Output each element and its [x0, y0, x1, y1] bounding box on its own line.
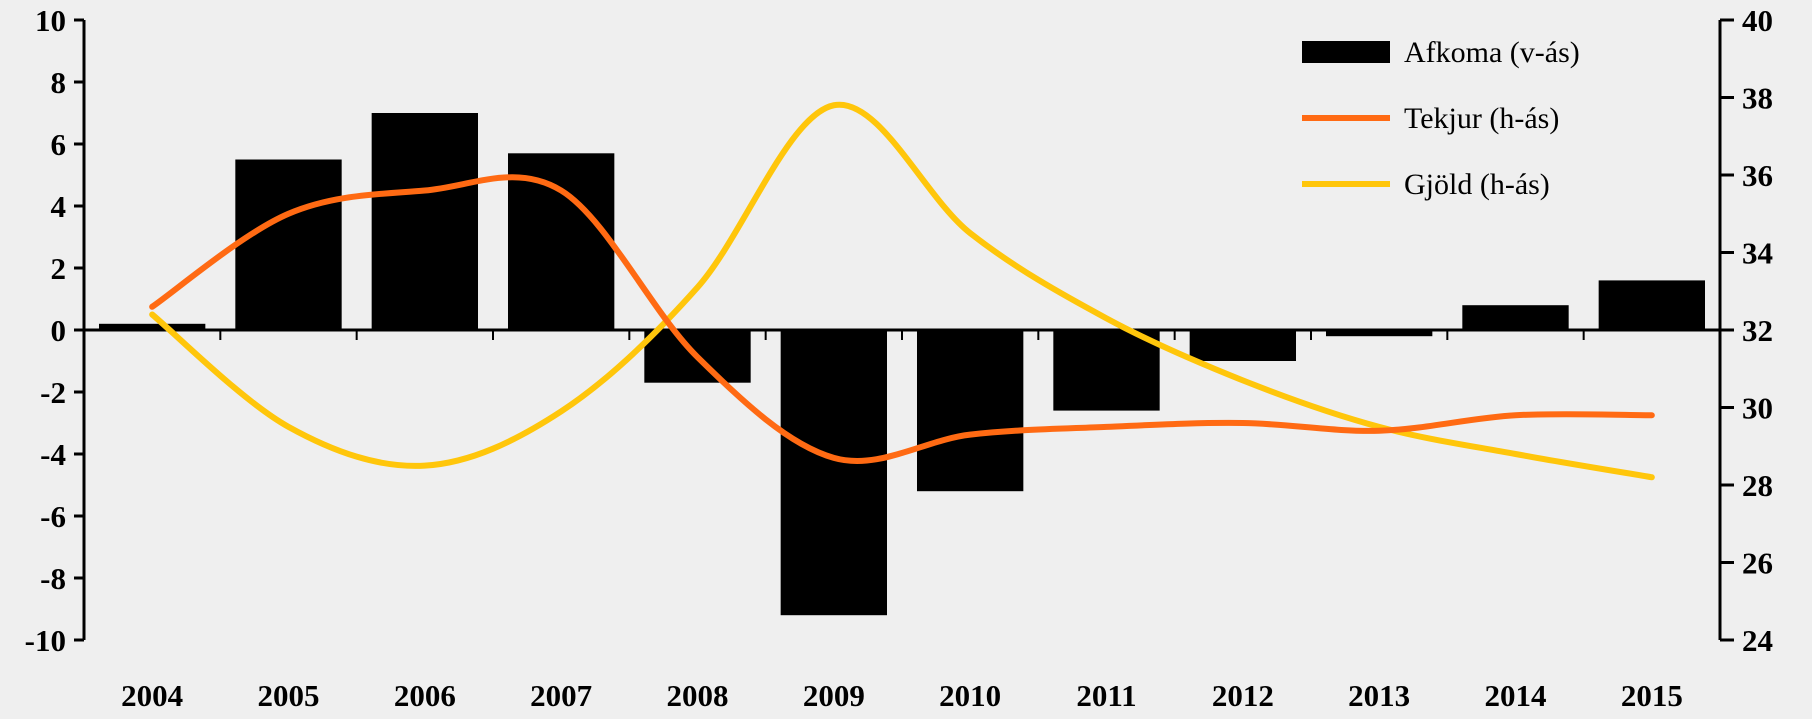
x-tick-label: 2010 — [939, 678, 1001, 713]
bar-2010 — [916, 330, 1024, 492]
x-tick-label: 2015 — [1621, 678, 1683, 713]
bar-2011 — [1053, 330, 1160, 411]
x-tick-label: 2012 — [1212, 678, 1274, 713]
line-gjöld — [149, 101, 1655, 481]
line-series — [149, 101, 1655, 481]
right-tick-label: 24 — [1742, 623, 1773, 658]
legend-label: Tekjur (h-ás) — [1404, 102, 1559, 135]
legend-label: Afkoma (v-ás) — [1404, 36, 1580, 69]
x-tick-label: 2006 — [394, 678, 456, 713]
right-tick-label: 26 — [1742, 546, 1773, 581]
x-tick-label: 2004 — [121, 678, 183, 713]
left-tick-label: -4 — [40, 437, 66, 472]
left-tick-label: -2 — [40, 375, 66, 410]
right-tick-label: 40 — [1742, 3, 1773, 38]
right-tick-label: 34 — [1742, 236, 1773, 271]
right-tick-label: 36 — [1742, 158, 1773, 193]
bar-2006 — [371, 113, 479, 330]
right-tick-label: 32 — [1742, 313, 1773, 348]
left-tick-label: -6 — [40, 499, 66, 534]
legend-swatch — [1302, 41, 1390, 63]
x-tick-label: 2005 — [258, 678, 320, 713]
line-tekjur — [149, 174, 1655, 464]
left-tick-label: -8 — [40, 561, 66, 596]
right-tick-label: 30 — [1742, 391, 1773, 426]
x-tick-label: 2008 — [667, 678, 729, 713]
bar-2005 — [235, 159, 342, 330]
legend: Afkoma (v-ás) Tekjur (h-ás) Gjöld (h-ás) — [1302, 36, 1580, 201]
left-tick-label: 0 — [51, 313, 67, 348]
left-tick-label: 6 — [51, 127, 67, 162]
bar-2013 — [1325, 330, 1433, 337]
bar-2015 — [1598, 280, 1706, 330]
bar-2014 — [1462, 305, 1569, 330]
x-tick-label: 2011 — [1076, 678, 1136, 713]
right-axis-ticks: 40 38 36 34 32 30 28 26 24 — [1720, 3, 1773, 658]
bar-2012 — [1189, 330, 1297, 361]
left-tick-label: -10 — [25, 623, 66, 658]
right-tick-label: 38 — [1742, 81, 1773, 116]
legend-label: Gjöld (h-ás) — [1404, 168, 1550, 201]
left-tick-label: 4 — [51, 189, 67, 224]
x-tick-label: 2014 — [1485, 678, 1547, 713]
left-tick-label: 8 — [51, 65, 67, 100]
left-axis-ticks: 10 8 6 4 2 0 -2 -4 -6 -8 -10 — [25, 3, 84, 658]
left-tick-label: 10 — [35, 3, 66, 38]
x-tick-label: 2013 — [1348, 678, 1410, 713]
bar-2007 — [507, 153, 615, 330]
bar-2009 — [780, 330, 888, 616]
x-axis-ticks: 2004 2005 2006 2007 2008 2009 2010 2011 2012 2013… — [121, 678, 1683, 713]
bar-series — [98, 113, 1706, 616]
right-tick-label: 28 — [1742, 468, 1773, 503]
left-tick-label: 2 — [51, 251, 67, 286]
bar-2004 — [98, 323, 206, 330]
x-tick-label: 2009 — [803, 678, 865, 713]
x-tick-label: 2007 — [530, 678, 592, 713]
